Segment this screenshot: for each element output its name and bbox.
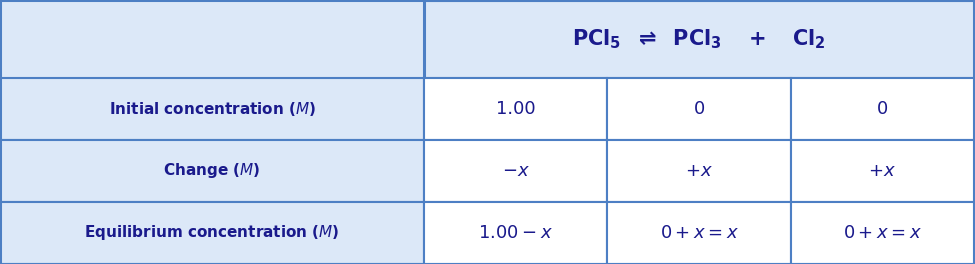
Text: $0+\mathit{x}=\mathit{x}$: $0+\mathit{x}=\mathit{x}$ <box>842 224 922 242</box>
Bar <box>424 0 974 78</box>
Text: $-\mathit{x}$: $-\mathit{x}$ <box>502 162 529 180</box>
Text: 1.00: 1.00 <box>496 100 535 118</box>
Text: $0+\mathit{x}=\mathit{x}$: $0+\mathit{x}=\mathit{x}$ <box>659 224 739 242</box>
Bar <box>607 78 791 140</box>
Bar <box>0 202 424 264</box>
Text: 0: 0 <box>693 100 705 118</box>
Bar <box>0 0 424 78</box>
Text: $\mathbf{Initial\ concentration\ (}$$\mathit{M}$$\mathbf{)}$: $\mathbf{Initial\ concentration\ (}$$\ma… <box>108 100 316 118</box>
Bar <box>791 140 974 202</box>
Bar <box>424 78 607 140</box>
Bar <box>607 140 791 202</box>
Bar <box>607 202 791 264</box>
Bar <box>424 202 607 264</box>
Text: $\mathbf{Change\ (}$$\mathit{M}$$\mathbf{)}$: $\mathbf{Change\ (}$$\mathit{M}$$\mathbf… <box>164 162 260 180</box>
Text: $\mathbf{Equilibrium\ concentration\ (}$$\mathit{M}$$\mathbf{)}$: $\mathbf{Equilibrium\ concentration\ (}$… <box>84 224 340 242</box>
Text: $1.00-\mathit{x}$: $1.00-\mathit{x}$ <box>479 224 553 242</box>
Bar <box>424 140 607 202</box>
Text: 0: 0 <box>877 100 888 118</box>
Bar <box>791 202 974 264</box>
Bar <box>0 78 424 140</box>
Text: $+\mathit{x}$: $+\mathit{x}$ <box>685 162 713 180</box>
Bar <box>0 140 424 202</box>
Bar <box>791 78 974 140</box>
Text: $+\mathit{x}$: $+\mathit{x}$ <box>869 162 896 180</box>
Text: $\mathbf{PCl_5}$  $\mathbf{\rightleftharpoons}$  $\mathbf{PCl_3}$    $\mathbf{+}: $\mathbf{PCl_5}$ $\mathbf{\rightleftharp… <box>572 27 826 51</box>
